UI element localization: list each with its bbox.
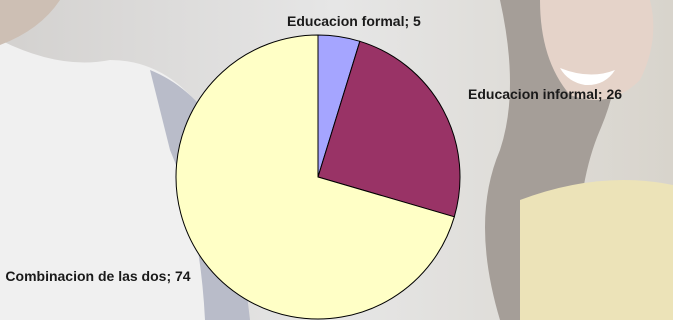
data-label-educacion-informal: Educacion informal; 26: [468, 86, 623, 102]
data-label-educacion-formal: Educacion formal; 5: [287, 13, 421, 29]
pie-slice-combinacion-de-las-dos: [175, 34, 455, 320]
data-label-combinacion: Combinacion de las dos; 74: [5, 268, 191, 284]
pie-slice-educacion-informal: [317, 40, 461, 218]
